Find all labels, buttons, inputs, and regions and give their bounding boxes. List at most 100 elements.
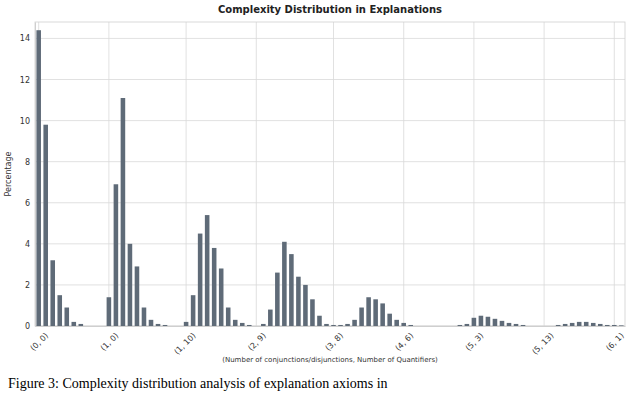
bar	[36, 30, 41, 326]
bar	[605, 325, 610, 326]
bar	[486, 317, 491, 326]
grid-line	[108, 22, 109, 326]
y-tick-label: 4	[25, 240, 30, 249]
bar	[373, 299, 378, 326]
bar	[598, 324, 603, 326]
x-tick-label: (1, 10)	[172, 331, 197, 356]
bar	[114, 184, 119, 326]
bar	[324, 324, 329, 326]
bar	[444, 326, 449, 327]
x-tick: (4, 6)	[394, 326, 416, 353]
bar	[184, 322, 189, 326]
bar	[493, 319, 498, 326]
y-tick-label: 10	[20, 117, 30, 126]
x-tick-label: (3, 8)	[323, 331, 345, 353]
bars	[36, 30, 623, 326]
x-axis-title: (Number of conjunctions/disjunctions, Nu…	[222, 356, 438, 364]
bar	[135, 266, 140, 326]
bar	[205, 215, 210, 326]
bar	[303, 285, 308, 326]
bar	[584, 322, 589, 326]
grid-line	[333, 22, 334, 326]
title: Complexity Distribution in Explanations	[218, 4, 442, 15]
bar	[345, 324, 350, 326]
y-tick: 4	[25, 240, 35, 249]
bar	[338, 325, 343, 326]
y-axis: 0 2 4 6 8 10 12 14	[20, 23, 36, 332]
bar	[79, 324, 84, 326]
x-tick: (3, 8)	[323, 326, 345, 353]
y-tick: 0	[25, 322, 35, 331]
y-tick: 8	[25, 158, 35, 167]
y-axis-line	[35, 23, 36, 327]
bar	[128, 244, 133, 326]
bar	[430, 326, 435, 327]
bar	[100, 326, 105, 327]
y-tick-label: 14	[20, 34, 30, 43]
plot-frame	[35, 22, 625, 326]
bar	[366, 297, 371, 326]
bar	[64, 308, 69, 326]
bar	[226, 308, 231, 326]
bar	[394, 320, 399, 326]
bar	[500, 321, 505, 326]
y-tick-label: 6	[25, 199, 30, 208]
grid-line	[473, 22, 474, 326]
bar	[50, 260, 55, 326]
bar	[282, 242, 287, 326]
bar	[415, 326, 420, 327]
bar	[93, 326, 98, 327]
bar	[121, 98, 126, 326]
bar	[317, 316, 322, 326]
bar	[331, 325, 336, 326]
bar	[261, 324, 266, 326]
bar	[528, 326, 533, 327]
bar	[542, 326, 547, 327]
grid-line	[614, 22, 615, 326]
bar	[549, 326, 554, 327]
grid-line	[186, 22, 187, 326]
bar	[247, 325, 252, 326]
y-tick-label: 0	[25, 322, 30, 331]
x-tick: (1, 10)	[172, 326, 197, 356]
bar	[43, 125, 48, 326]
grid-line	[256, 22, 257, 326]
grid-line	[544, 22, 545, 326]
y-axis-title: Percentage	[4, 151, 13, 196]
bar	[591, 323, 596, 326]
y-tick: 14	[20, 34, 35, 43]
bar	[296, 277, 301, 326]
bar	[401, 323, 406, 326]
bar	[619, 325, 624, 326]
grid	[35, 22, 625, 326]
x-tick: (2, 9)	[246, 326, 268, 353]
grid-line	[35, 38, 625, 39]
x-axis-line	[36, 326, 626, 327]
bar	[422, 326, 427, 327]
bar	[458, 325, 463, 326]
bar	[107, 297, 112, 326]
bar	[149, 320, 154, 326]
bar	[219, 268, 224, 326]
bar	[472, 318, 477, 326]
bar	[451, 326, 456, 327]
bar	[479, 316, 484, 326]
bar	[86, 326, 91, 327]
bar	[570, 323, 575, 326]
y-tick-label: 12	[20, 76, 30, 85]
bar	[437, 326, 442, 327]
bar	[275, 273, 280, 326]
x-axis: (0, 0)(1, 0)(1, 10)(2, 9)(3, 8)(4, 6)(5,…	[29, 326, 626, 356]
bar	[465, 324, 470, 326]
bar	[177, 326, 182, 327]
bar	[191, 295, 196, 326]
bar	[233, 320, 238, 326]
bar	[240, 323, 245, 326]
bar	[289, 254, 294, 326]
bar	[268, 310, 273, 326]
y-tick-label: 2	[25, 281, 30, 290]
bar	[198, 234, 203, 326]
bar	[352, 320, 357, 326]
bar	[577, 322, 582, 326]
x-tick: (5, 3)	[464, 326, 486, 353]
